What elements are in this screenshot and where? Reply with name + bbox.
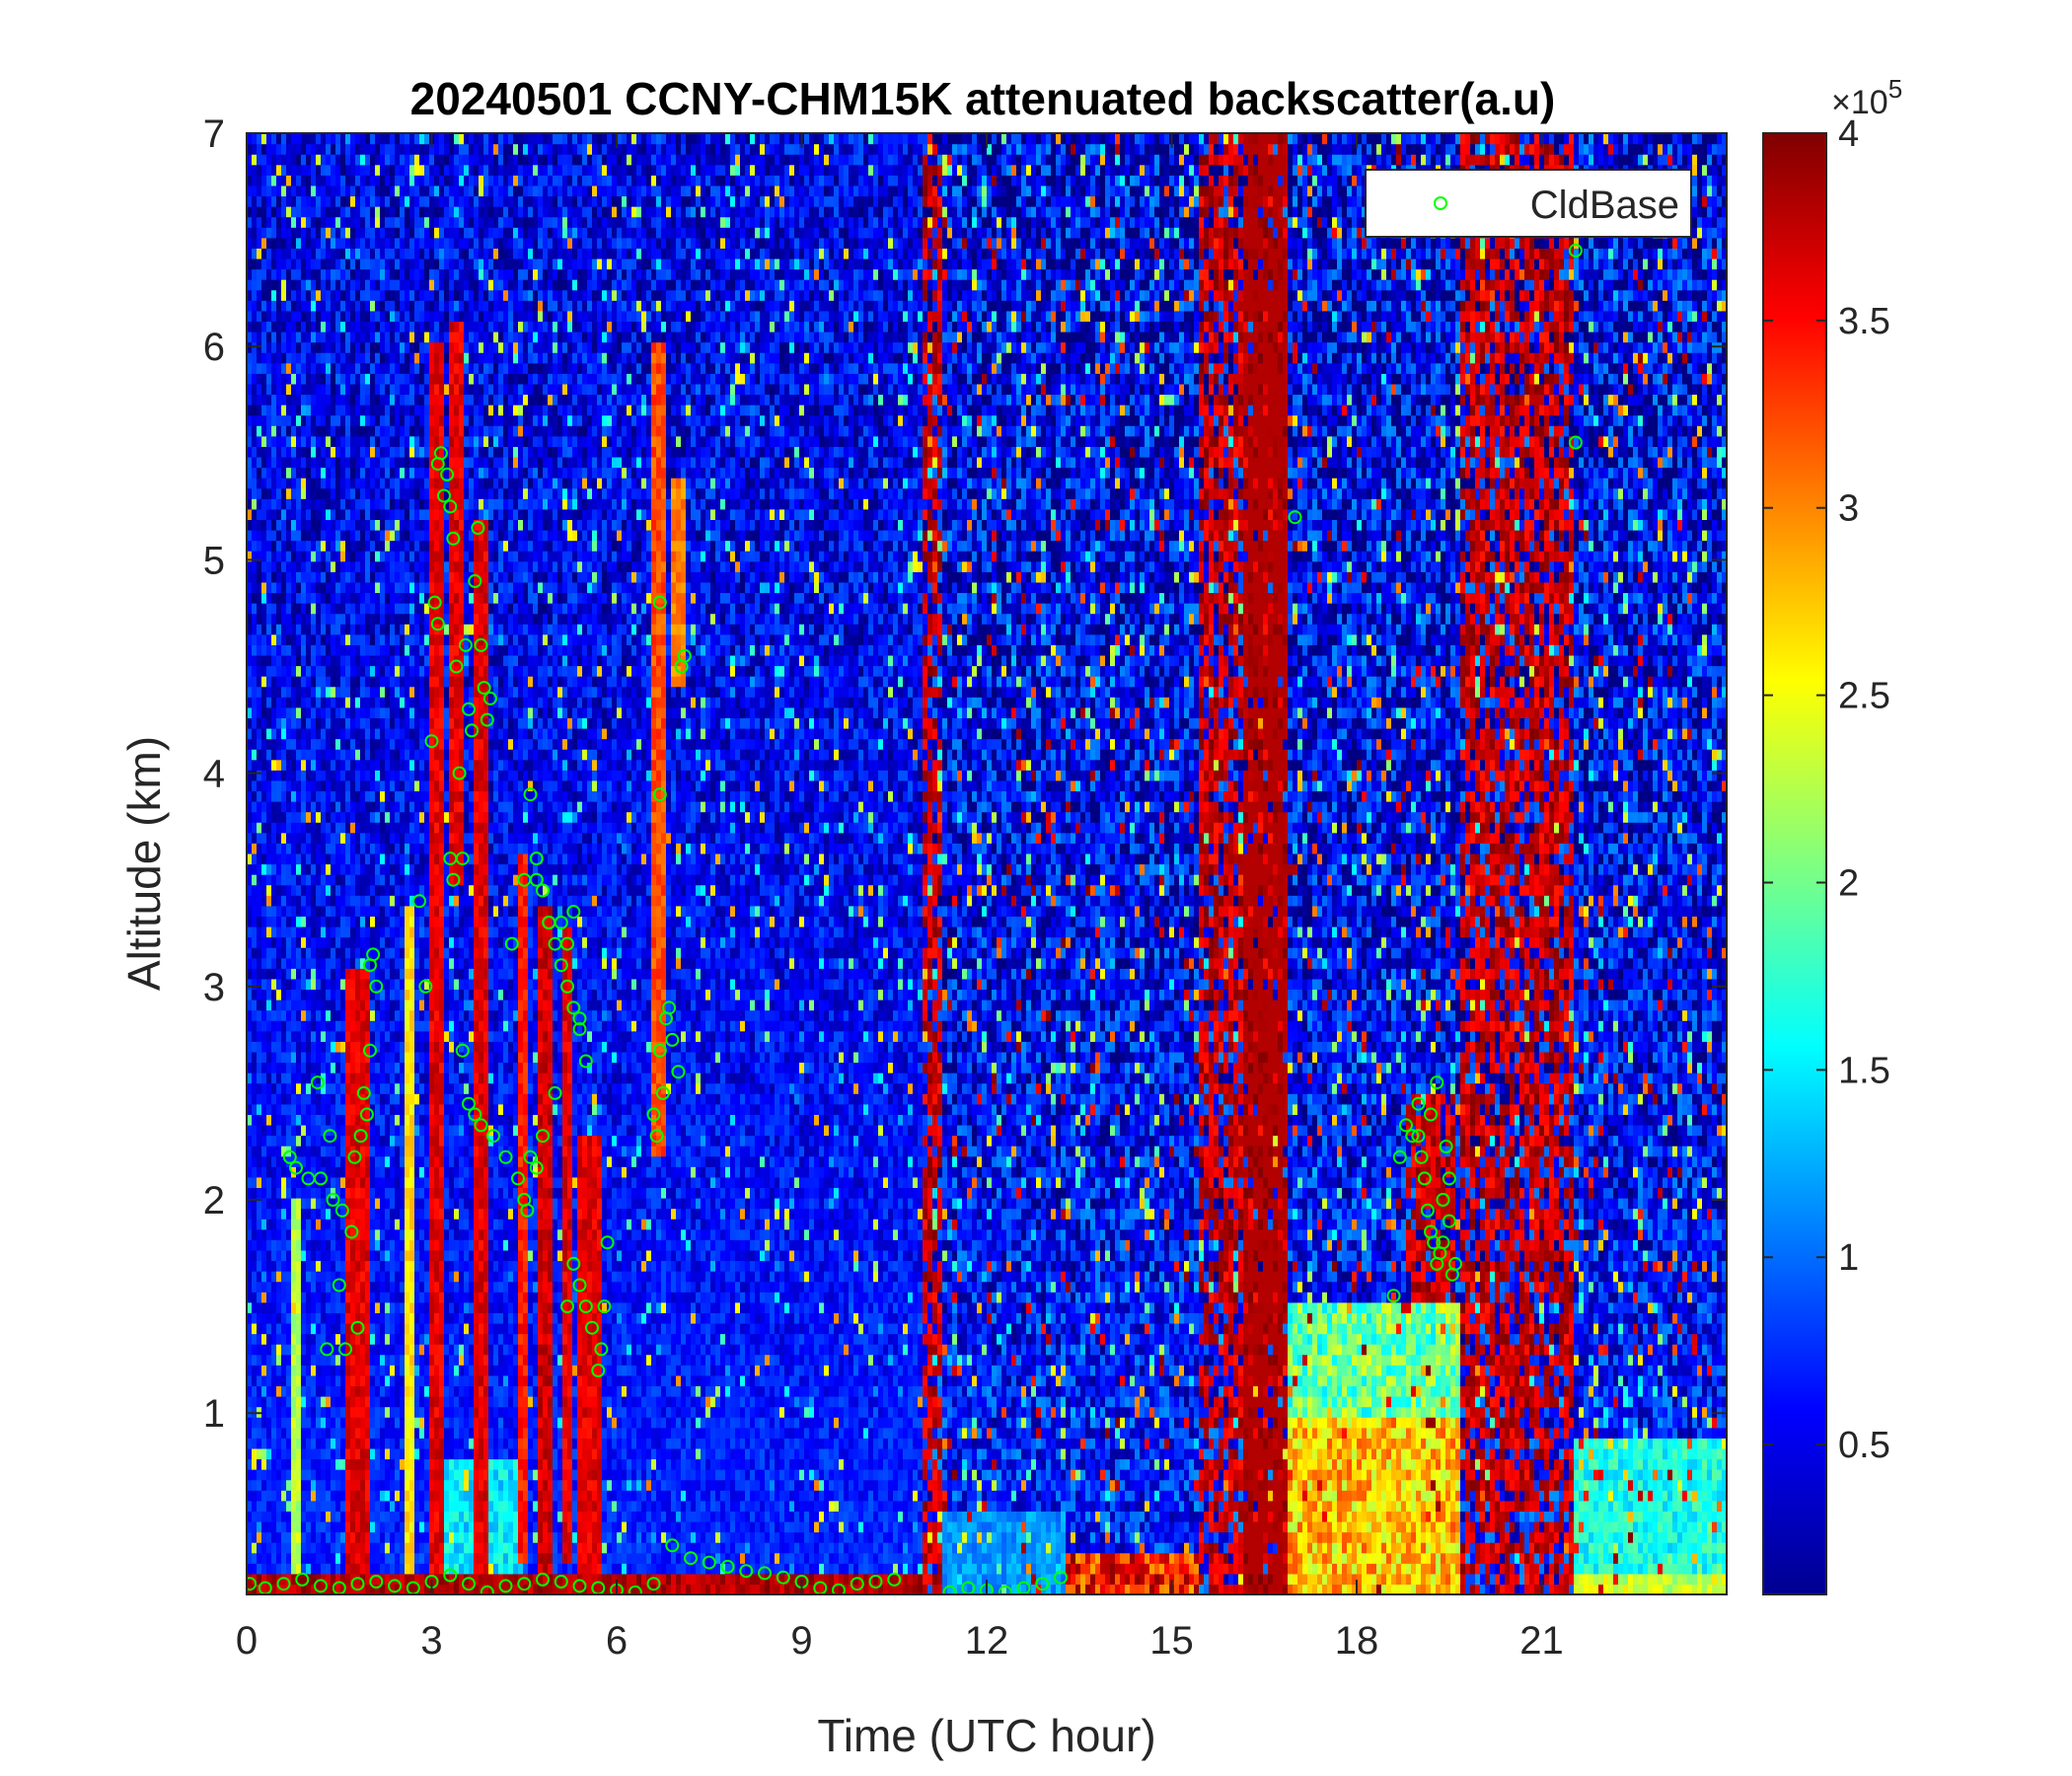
y-tick-label: 7 [203, 112, 225, 156]
legend: CldBase [1366, 170, 1691, 237]
x-tick-label: 12 [965, 1619, 1009, 1663]
heatmap-layer [247, 133, 1728, 1595]
colorbar-tick-label: 3.5 [1838, 301, 1890, 342]
x-tick-label: 6 [606, 1619, 628, 1663]
y-tick-label: 5 [203, 539, 225, 582]
x-tick-label: 0 [236, 1619, 258, 1663]
legend-label-cldbase: CldBase [1530, 184, 1679, 227]
colorbar-multiplier: ×105 [1831, 74, 1902, 121]
x-tick-label: 21 [1519, 1619, 1564, 1663]
colorbar-tick-label: 1 [1838, 1237, 1859, 1279]
y-tick-label: 4 [203, 753, 225, 796]
colorbar: 0.511.522.533.54 ×105 [1763, 74, 1902, 1594]
colorbar-tick-label: 3 [1838, 488, 1859, 530]
x-tick-label: 18 [1335, 1619, 1379, 1663]
x-axis-label: Time (UTC hour) [817, 1710, 1155, 1761]
colorbar-tick-label: 2 [1838, 862, 1859, 904]
y-tick-label: 3 [203, 966, 225, 1009]
colorbar-gradient [1763, 133, 1826, 1594]
y-tick-label: 2 [203, 1179, 225, 1222]
x-tick-label: 15 [1149, 1619, 1194, 1663]
y-tick-label: 6 [203, 326, 225, 369]
colorbar-tick-label: 0.5 [1838, 1425, 1890, 1466]
colorbar-tick-label: 2.5 [1838, 676, 1890, 717]
x-tick-label: 3 [420, 1619, 442, 1663]
y-axis-label: Altitude (km) [118, 736, 170, 991]
y-tick-label: 1 [203, 1392, 225, 1436]
x-tick-label: 9 [790, 1619, 812, 1663]
chart-title: 20240501 CCNY-CHM15K attenuated backscat… [410, 73, 1556, 124]
colorbar-tick-label: 1.5 [1838, 1050, 1890, 1091]
